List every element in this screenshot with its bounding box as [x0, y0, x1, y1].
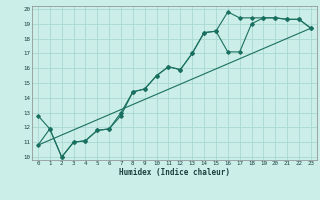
X-axis label: Humidex (Indice chaleur): Humidex (Indice chaleur): [119, 168, 230, 177]
